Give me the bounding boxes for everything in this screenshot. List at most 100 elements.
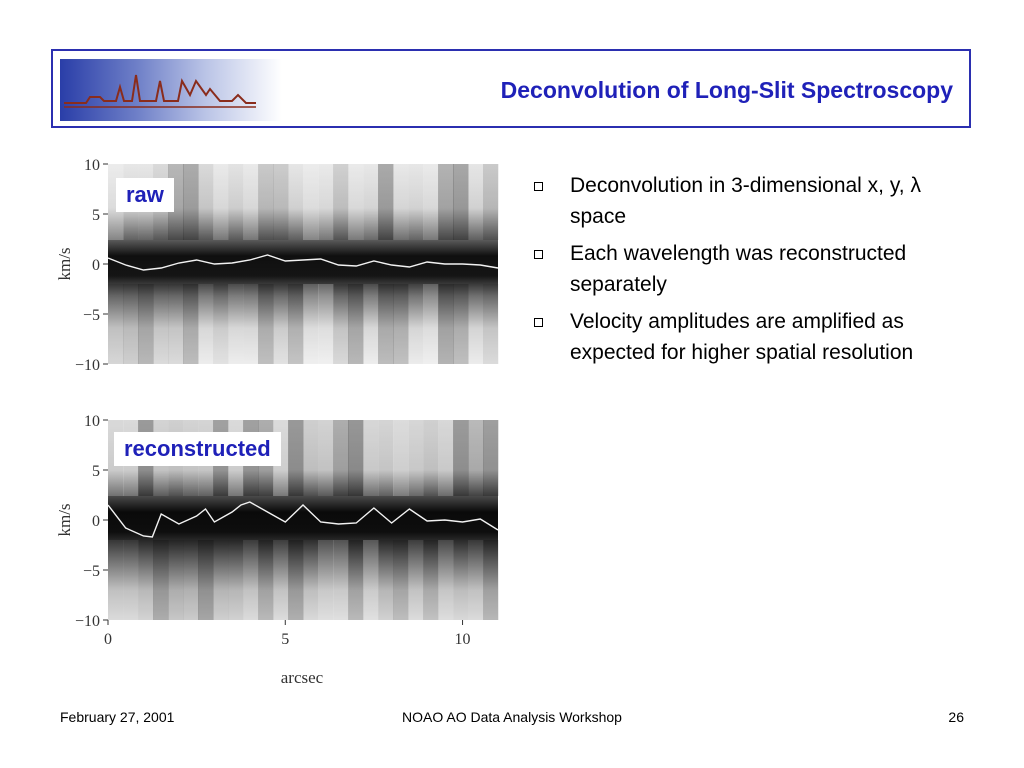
reconstructed-y-tick-label: 5: [92, 463, 100, 480]
bullet-text: Each wavelength was reconstructed separa…: [570, 242, 907, 296]
bullet-list: Deconvolution in 3-dimensional x, y, λ s…: [530, 170, 960, 374]
raw-texture-column: [243, 284, 259, 364]
reconstructed-texture-column: [408, 540, 424, 620]
reconstructed-texture-column: [378, 540, 394, 620]
reconstructed-velocity-trace: [107, 501, 499, 538]
reconstructed-texture-column: [333, 540, 349, 620]
raw-y-tick-label: 10: [84, 157, 100, 174]
raw-texture-column: [303, 164, 319, 240]
raw-spectrum-plot: 10 5 0 −5 −10 km/s: [55, 157, 499, 374]
reconstructed-texture-column: [438, 540, 454, 620]
raw-texture-column: [468, 164, 484, 240]
reconstructed-texture-column: [303, 540, 319, 620]
raw-y-tick-label: −10: [75, 357, 100, 374]
raw-texture-column: [183, 284, 199, 364]
raw-texture-column: [393, 164, 409, 240]
slide-title: Deconvolution of Long-Slit Spectroscopy: [500, 77, 953, 103]
raw-texture-column: [168, 284, 184, 364]
footer-page-number: 26: [948, 709, 964, 725]
reconstructed-texture-column: [468, 540, 484, 620]
reconstructed-texture-column: [318, 540, 334, 620]
raw-spectrum-panel: 10 5 0 −5 −10 km/s raw: [52, 150, 502, 390]
reconstructed-texture-column: [153, 540, 169, 620]
reconstructed-texture-column: [198, 540, 214, 620]
raw-texture-column: [483, 164, 499, 240]
raw-texture-column: [228, 284, 244, 364]
footer-event: NOAO AO Data Analysis Workshop: [402, 709, 622, 725]
raw-texture-column: [273, 164, 289, 240]
reconstructed-texture-column: [438, 420, 454, 496]
reconstructed-y-tick-label: 10: [84, 413, 100, 430]
reconstructed-x-tick-label: 5: [281, 631, 289, 648]
raw-texture-column: [318, 164, 334, 240]
reconstructed-texture-column: [408, 420, 424, 496]
raw-y-tick-label: 0: [92, 257, 100, 274]
raw-y-tick-label: −5: [83, 307, 100, 324]
reconstructed-texture-column: [378, 420, 394, 496]
raw-texture-column: [198, 164, 214, 240]
reconstructed-texture-column: [453, 420, 469, 496]
raw-texture-column: [363, 284, 379, 364]
square-bullet-icon: [534, 182, 543, 191]
raw-label: raw: [116, 178, 174, 212]
reconstructed-texture-column: [423, 540, 439, 620]
raw-texture-column: [393, 284, 409, 364]
reconstructed-y-tick-label: −5: [83, 563, 100, 580]
reconstructed-texture-column: [393, 420, 409, 496]
reconstructed-texture-column: [483, 540, 499, 620]
reconstructed-texture-column: [363, 420, 379, 496]
reconstructed-texture-column: [258, 540, 274, 620]
raw-texture-column: [213, 164, 229, 240]
reconstructed-texture-column: [228, 540, 244, 620]
reconstructed-texture-column: [303, 420, 319, 496]
raw-texture-column: [348, 164, 364, 240]
x-axis-label: arcsec: [281, 668, 324, 687]
raw-texture-column: [378, 164, 394, 240]
reconstructed-texture-column: [333, 420, 349, 496]
mountain-skyline-logo: [60, 59, 282, 121]
title-bar: Deconvolution of Long-Slit Spectroscopy: [51, 49, 971, 128]
raw-texture-column: [453, 284, 469, 364]
reconstructed-texture-column: [108, 540, 124, 620]
raw-texture-column: [183, 164, 199, 240]
reconstructed-texture-column: [273, 540, 289, 620]
reconstructed-label: reconstructed: [114, 432, 281, 466]
raw-texture-column: [438, 284, 454, 364]
raw-texture-column: [408, 284, 424, 364]
raw-texture-column: [108, 284, 124, 364]
raw-texture-column: [333, 284, 349, 364]
raw-texture-column: [378, 284, 394, 364]
reconstructed-y-axis-label: km/s: [55, 503, 74, 536]
reconstructed-texture-column: [453, 540, 469, 620]
bullet-item: Deconvolution in 3-dimensional x, y, λ s…: [530, 170, 960, 232]
reconstructed-texture-column: [348, 540, 364, 620]
reconstructed-texture-column: [393, 540, 409, 620]
reconstructed-y-tick-label: −10: [75, 613, 100, 630]
raw-texture-column: [348, 284, 364, 364]
raw-texture-column: [468, 284, 484, 364]
reconstructed-texture-column: [318, 420, 334, 496]
skyline-icon: [64, 74, 256, 108]
raw-texture-column: [138, 284, 154, 364]
raw-texture-column: [318, 284, 334, 364]
bullet-text: Deconvolution in 3-dimensional x, y, λ s…: [570, 174, 921, 228]
raw-texture-column: [198, 284, 214, 364]
raw-texture-column: [258, 164, 274, 240]
bullet-item: Velocity amplitudes are amplified as exp…: [530, 306, 960, 368]
reconstructed-texture-column: [363, 540, 379, 620]
raw-texture-column: [228, 164, 244, 240]
reconstructed-texture-column: [423, 420, 439, 496]
raw-y-axis-label: km/s: [55, 247, 74, 280]
bullet-text: Velocity amplitudes are amplified as exp…: [570, 310, 914, 364]
reconstructed-texture-column: [138, 540, 154, 620]
square-bullet-icon: [534, 250, 543, 259]
raw-texture-column: [408, 164, 424, 240]
raw-texture-column: [213, 284, 229, 364]
reconstructed-texture-column: [468, 420, 484, 496]
reconstructed-texture-column: [123, 540, 139, 620]
raw-texture-column: [288, 284, 304, 364]
raw-texture-column: [153, 284, 169, 364]
reconstructed-texture-column: [243, 540, 259, 620]
reconstructed-texture-column: [168, 540, 184, 620]
reconstructed-texture-column: [183, 540, 199, 620]
